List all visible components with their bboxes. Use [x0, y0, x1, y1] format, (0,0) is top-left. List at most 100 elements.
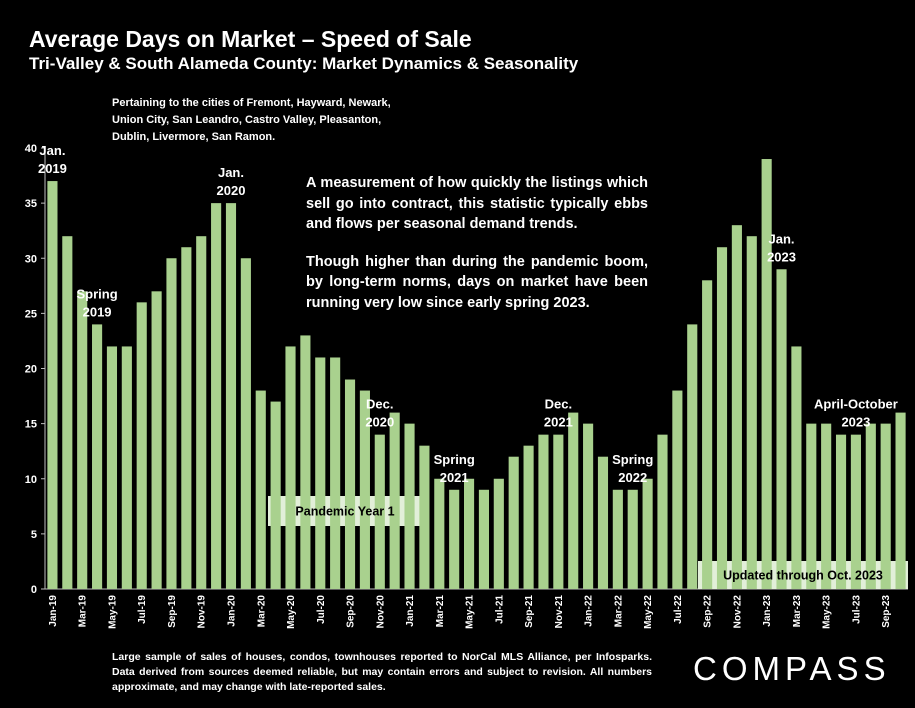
chart-annotation: 2021	[440, 470, 469, 485]
bar-jul-23	[850, 434, 861, 589]
x-tick-label: Jul-22	[673, 595, 684, 624]
bar-dec-21	[568, 412, 579, 589]
chart-annotation: Jan.	[769, 231, 795, 246]
x-tick-label: Jan-21	[405, 595, 416, 627]
bar-apr-19	[92, 324, 103, 589]
bar-mar-22	[612, 489, 623, 589]
bar-jan-20	[225, 203, 237, 590]
bar-apr-20	[270, 401, 281, 589]
bar-oct-19	[181, 247, 192, 589]
bar-apr-23	[806, 423, 817, 590]
bar-nov-19	[196, 236, 207, 589]
x-tick-label: Jan-19	[48, 595, 59, 627]
bar-oct-23	[895, 412, 906, 589]
chart-annotation: Spring	[612, 452, 653, 467]
x-tick-label: Jul-23	[851, 595, 862, 624]
x-tick-label: Nov-22	[732, 595, 743, 629]
bar-mar-21	[434, 478, 445, 589]
bar-may-21	[464, 478, 475, 589]
y-tick-label: 35	[25, 198, 37, 210]
x-tick-label: Mar-21	[435, 595, 446, 628]
bar-jan-21	[404, 423, 415, 590]
bar-jun-23	[835, 434, 847, 589]
x-tick-label: Sep-23	[881, 595, 892, 628]
chart-annotation: Spring	[434, 452, 475, 467]
bar-mar-23	[791, 346, 802, 589]
source-footnote: Large sample of sales of houses, condos,…	[112, 651, 652, 693]
bar-jun-22	[657, 434, 668, 589]
bar-oct-22	[716, 247, 728, 589]
y-tick-label: 5	[31, 529, 37, 541]
bar-nov-21	[553, 434, 564, 589]
x-tick-label: Jan-22	[584, 595, 595, 627]
x-tick-label: Sep-21	[524, 595, 535, 628]
bar-feb-23	[776, 269, 787, 589]
bar-nov-22	[731, 225, 742, 589]
bar-apr-22	[627, 489, 638, 589]
bar-sep-19	[166, 258, 177, 589]
bar-jun-21	[478, 489, 489, 589]
chart-annotation: 2023	[841, 415, 870, 430]
chart-annotation: 2020	[365, 415, 394, 430]
chart-annotation: Dec.	[545, 397, 572, 412]
bar-dec-19	[211, 203, 222, 590]
bar-aug-19	[151, 291, 162, 589]
y-tick-label: 15	[25, 419, 37, 431]
chart-annotation: 2023	[767, 249, 796, 264]
y-tick-label: 40	[25, 143, 37, 155]
chart-annotation: Jan.	[218, 165, 244, 180]
x-tick-label: Nov-20	[375, 595, 386, 629]
y-tick-label: 10	[25, 474, 37, 486]
x-tick-label: May-22	[643, 595, 654, 629]
y-tick-label: 30	[25, 253, 37, 265]
x-tick-label: Jul-20	[316, 595, 327, 624]
bar-sep-23	[880, 423, 891, 590]
chart-annotation: Jan.	[39, 143, 65, 158]
x-tick-label: Mar-20	[256, 595, 267, 628]
chart-annotation: Dec.	[366, 397, 393, 412]
chart-annotation: 2022	[618, 470, 647, 485]
callout-box-label: Updated through Oct. 2023	[723, 569, 883, 583]
bar-may-19	[106, 346, 118, 589]
bar-jul-19	[136, 302, 147, 589]
bar-jul-22	[672, 390, 683, 589]
bar-sep-20	[344, 379, 356, 589]
x-tick-label: Nov-19	[197, 595, 208, 629]
description-paragraph-1: A measurement of how quickly the listing…	[306, 175, 648, 232]
bar-may-20	[285, 346, 296, 589]
bar-feb-19	[62, 236, 73, 589]
y-tick-label: 0	[31, 584, 37, 596]
bar-dec-20	[389, 412, 400, 589]
bar-jan-23	[761, 159, 772, 589]
cities-note: Pertaining to the cities of Fremont, Hay…	[112, 97, 391, 143]
bar-feb-22	[597, 456, 609, 589]
bar-jul-21	[493, 478, 504, 589]
bar-jul-20	[315, 357, 326, 589]
bar-aug-23	[865, 423, 876, 590]
x-tick-label: May-19	[107, 595, 118, 629]
description-paragraph-2: Though higher than during the pandemic b…	[306, 253, 648, 311]
bar-aug-21	[508, 456, 519, 589]
bar-feb-21	[419, 445, 430, 589]
x-tick-label: Mar-22	[613, 595, 624, 628]
bar-oct-20	[359, 390, 370, 589]
bar-sep-21	[523, 445, 534, 589]
bar-aug-22	[687, 324, 698, 589]
bar-jan-19	[47, 181, 58, 589]
compass-logo: COMPASS	[693, 650, 891, 687]
chart-annotation: April-October	[814, 397, 898, 412]
x-tick-label: May-20	[286, 595, 297, 629]
bar-feb-20	[240, 258, 251, 589]
x-tick-label: Jan-20	[226, 595, 237, 627]
bar-nov-20	[374, 434, 385, 589]
x-tick-label: Jan-23	[762, 595, 773, 627]
bar-oct-21	[538, 434, 549, 589]
x-tick-label: Sep-22	[703, 595, 714, 628]
x-tick-label: Jul-21	[494, 595, 505, 624]
y-tick-label: 25	[25, 308, 37, 320]
chart-subtitle: Tri-Valley & South Alameda County: Marke…	[29, 54, 579, 73]
bar-jan-22	[583, 423, 594, 590]
chart-title: Average Days on Market – Speed of Sale	[29, 26, 472, 52]
chart-annotation: 2021	[544, 415, 573, 430]
bar-may-23	[821, 423, 832, 590]
